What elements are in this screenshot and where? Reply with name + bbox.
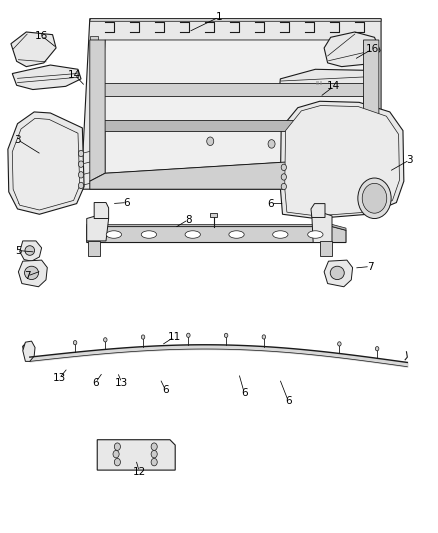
- Circle shape: [224, 333, 228, 337]
- Text: 6: 6: [285, 396, 292, 406]
- Text: 6: 6: [162, 385, 169, 395]
- Polygon shape: [8, 112, 84, 214]
- Polygon shape: [87, 224, 346, 230]
- Circle shape: [338, 342, 341, 346]
- Text: 14: 14: [68, 70, 81, 79]
- Polygon shape: [90, 19, 381, 21]
- Ellipse shape: [185, 231, 200, 238]
- Text: 12: 12: [133, 467, 146, 477]
- Polygon shape: [90, 111, 98, 118]
- Ellipse shape: [307, 231, 323, 238]
- Polygon shape: [88, 241, 100, 256]
- Circle shape: [207, 137, 214, 146]
- Polygon shape: [90, 86, 98, 93]
- Polygon shape: [105, 131, 364, 173]
- Ellipse shape: [25, 266, 39, 279]
- Circle shape: [78, 182, 84, 189]
- Circle shape: [113, 450, 119, 458]
- Circle shape: [141, 335, 145, 339]
- Polygon shape: [90, 36, 98, 43]
- Polygon shape: [20, 241, 42, 261]
- Text: 6: 6: [124, 198, 131, 207]
- Polygon shape: [18, 260, 47, 287]
- Polygon shape: [12, 65, 81, 90]
- Polygon shape: [90, 61, 98, 68]
- Circle shape: [114, 443, 120, 450]
- Polygon shape: [90, 136, 98, 143]
- Circle shape: [151, 443, 157, 450]
- Text: 6: 6: [92, 378, 99, 387]
- Ellipse shape: [330, 266, 344, 279]
- Circle shape: [151, 458, 157, 466]
- Polygon shape: [97, 440, 175, 470]
- Polygon shape: [364, 40, 379, 168]
- Polygon shape: [99, 83, 364, 96]
- Text: 16: 16: [35, 31, 48, 41]
- Polygon shape: [324, 32, 380, 67]
- Polygon shape: [90, 40, 105, 181]
- Polygon shape: [311, 204, 325, 217]
- Polygon shape: [90, 157, 381, 189]
- Text: 7: 7: [367, 262, 374, 271]
- Ellipse shape: [25, 246, 35, 255]
- Circle shape: [78, 172, 84, 178]
- Circle shape: [187, 333, 190, 337]
- Polygon shape: [280, 101, 404, 219]
- Ellipse shape: [106, 231, 122, 238]
- Text: 6: 6: [267, 199, 274, 208]
- Polygon shape: [99, 120, 364, 131]
- Polygon shape: [94, 203, 109, 219]
- Polygon shape: [81, 19, 381, 189]
- Text: 13: 13: [115, 378, 128, 387]
- Polygon shape: [87, 227, 346, 243]
- Circle shape: [103, 338, 107, 342]
- Ellipse shape: [229, 231, 244, 238]
- Polygon shape: [87, 213, 109, 241]
- Circle shape: [114, 458, 120, 466]
- Circle shape: [281, 183, 286, 190]
- Text: 3: 3: [14, 135, 21, 144]
- Polygon shape: [320, 241, 332, 256]
- Circle shape: [281, 174, 286, 180]
- Text: 13: 13: [53, 374, 66, 383]
- Text: 1: 1: [215, 12, 223, 22]
- Circle shape: [375, 346, 379, 351]
- Polygon shape: [12, 118, 80, 210]
- Text: 14: 14: [327, 82, 340, 91]
- Circle shape: [281, 164, 286, 171]
- Text: 5: 5: [15, 246, 22, 255]
- Circle shape: [78, 150, 84, 157]
- Circle shape: [358, 178, 391, 219]
- Polygon shape: [99, 40, 364, 173]
- Polygon shape: [312, 211, 332, 243]
- Text: 6: 6: [241, 389, 248, 398]
- Polygon shape: [210, 213, 217, 217]
- Circle shape: [362, 183, 387, 213]
- Polygon shape: [11, 32, 56, 67]
- Text: 8: 8: [185, 215, 192, 224]
- Polygon shape: [285, 106, 399, 216]
- Circle shape: [262, 335, 265, 339]
- Text: 7: 7: [24, 271, 31, 281]
- Circle shape: [78, 161, 84, 167]
- Circle shape: [268, 140, 275, 148]
- Polygon shape: [324, 260, 353, 287]
- Text: 3: 3: [406, 155, 413, 165]
- Circle shape: [151, 450, 157, 458]
- Text: 16: 16: [366, 44, 379, 54]
- Text: IIIII: IIIII: [316, 81, 324, 86]
- Ellipse shape: [141, 231, 157, 238]
- Text: 11: 11: [168, 332, 181, 342]
- Circle shape: [73, 341, 77, 345]
- Ellipse shape: [272, 231, 288, 238]
- Polygon shape: [279, 69, 371, 93]
- Polygon shape: [23, 341, 35, 361]
